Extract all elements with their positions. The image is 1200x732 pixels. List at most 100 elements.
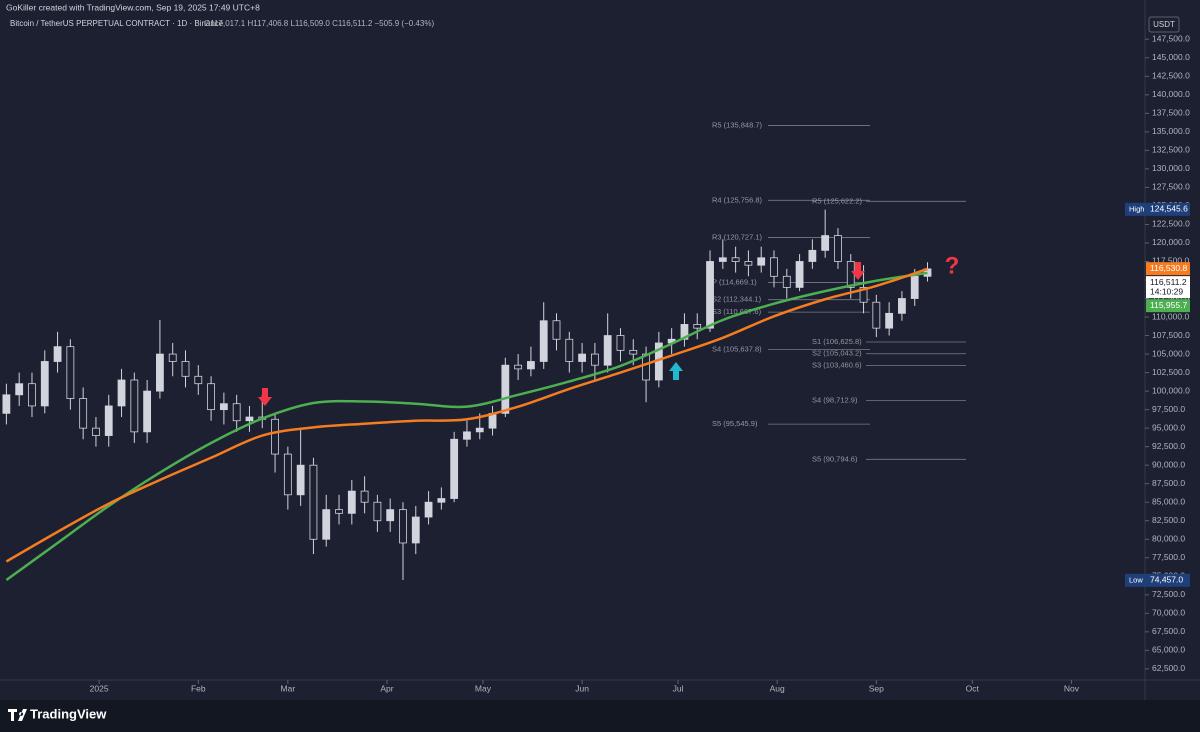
x-tick-label: Sep (869, 683, 884, 693)
candle-body (680, 324, 689, 340)
candle-body (718, 257, 727, 262)
up-arrow (669, 362, 683, 380)
price-badge-tag-bg (1125, 202, 1146, 216)
y-tick-label: 65,000.0 (1152, 645, 1185, 655)
candle-body (322, 509, 331, 540)
price-badge (1146, 573, 1190, 587)
down-arrow (258, 388, 272, 406)
candle-body (757, 257, 766, 266)
price-badge-label: 116,511.2 (1150, 277, 1187, 287)
price-badge (1146, 276, 1190, 299)
y-tick-label: 130,000.0 (1152, 163, 1190, 173)
y-tick-label: 92,500.0 (1152, 441, 1185, 451)
footer-bg (0, 700, 1200, 732)
candle-body (53, 346, 62, 362)
price-badge (1146, 202, 1190, 216)
candle-body (578, 353, 586, 362)
y-tick-label: 95,000.0 (1152, 422, 1185, 432)
candle-body (475, 427, 484, 433)
candle-body (501, 364, 510, 414)
price-badge-tag: High (1129, 204, 1144, 213)
candle-body (66, 346, 75, 399)
y-tick-label: 87,500.0 (1152, 478, 1185, 488)
y-tick-label: 105,000.0 (1152, 348, 1190, 358)
candle-body (898, 298, 906, 314)
x-tick-label: Jul (673, 683, 684, 693)
y-tick-label: 70,000.0 (1152, 608, 1185, 618)
candle-body (552, 320, 561, 340)
candle-body (399, 509, 407, 544)
y-tick-label: 100,000.0 (1152, 385, 1190, 395)
candle-body (642, 353, 650, 381)
pivot-label: S3 (110,667.6) (712, 307, 762, 316)
logo: TradingView (8, 706, 107, 721)
candle-body (28, 383, 36, 407)
price-badge (1146, 262, 1190, 276)
y-tick-label: 102,500.0 (1152, 367, 1190, 377)
candle-body (846, 261, 855, 288)
pivot-label: R5 (135,848.7) (712, 121, 763, 130)
candle-body (2, 394, 11, 414)
currency-box (1148, 16, 1180, 33)
y-tick-label: 82,500.0 (1152, 515, 1185, 525)
y-tick-label: 80,000.0 (1152, 534, 1185, 544)
pivot-label: S5 (95,545.9) (712, 419, 758, 428)
candle-body (156, 353, 164, 392)
y-tick-label: 62,500.0 (1152, 663, 1185, 673)
y-tick-label: 77,500.0 (1152, 552, 1185, 562)
candle-body (539, 320, 548, 362)
candle-body (590, 353, 599, 366)
candle-body (603, 335, 612, 366)
price-badge-label: 74,457.0 (1150, 575, 1183, 585)
candle-body (527, 361, 535, 370)
y-tick-label: 145,000.0 (1152, 52, 1190, 62)
plot: R5 (135,848.7) R4 (125,756.8) R3 (120,727.… (2, 121, 966, 582)
x-tick-label: Apr (380, 683, 393, 693)
candle-body (795, 261, 804, 288)
x-tick-label: Oct (966, 683, 980, 693)
candle-body (859, 287, 868, 303)
pivot-label: R5 (125,622.2) (812, 196, 863, 205)
candle-body (437, 498, 446, 503)
candle-body (92, 427, 100, 436)
candle-body (885, 312, 894, 329)
currency: USDT (1153, 20, 1175, 29)
x-tick-label: Feb (191, 683, 206, 693)
price-badge-label: 116,530.8 (1150, 263, 1187, 273)
candle-body (565, 338, 574, 362)
candle-body (616, 335, 625, 351)
x-tick-label: May (475, 683, 492, 693)
pivot-label: S3 (103,460.6) (812, 360, 862, 369)
y-tick-label: 142,500.0 (1152, 71, 1190, 81)
pivot-label: S4 (98,712.9) (812, 396, 858, 405)
down-arrow (851, 262, 865, 280)
candle-body (693, 324, 702, 329)
y-tick-label: 120,000.0 (1152, 237, 1190, 247)
candle-body (245, 416, 254, 422)
y-tick-label: 147,500.0 (1152, 34, 1190, 44)
candle-body (463, 431, 471, 440)
pivot-label: P (114,669.1) (712, 277, 757, 286)
candle-body (104, 405, 113, 436)
symbol: Bitcoin / TetherUS PERPETUAL CONTRACT · … (10, 19, 224, 28)
candle-body (232, 403, 241, 422)
y-tick-label: 110,000.0 (1152, 311, 1189, 321)
candle-body (808, 249, 817, 262)
candle-body (450, 438, 459, 499)
credit: GoKiller created with TradingView.com, S… (6, 2, 260, 12)
y-tick-label: 85,000.0 (1152, 496, 1185, 506)
y-tick-label: 135,000.0 (1152, 126, 1190, 136)
y-tick-label: 72,500.0 (1152, 589, 1185, 599)
pivot-label: R4 (125,756.8) (712, 195, 763, 204)
candle-body (194, 375, 203, 385)
candle-body (271, 418, 279, 455)
candle-body (910, 275, 919, 299)
pivot-label: S5 (90,794.6) (812, 454, 858, 463)
moving-average (5, 271, 928, 582)
y-tick-label: 122,500.0 (1152, 219, 1190, 229)
candle-body (296, 464, 305, 496)
question-mark: ? (945, 252, 960, 279)
y-tick-label: 117,500.0 (1152, 256, 1189, 266)
